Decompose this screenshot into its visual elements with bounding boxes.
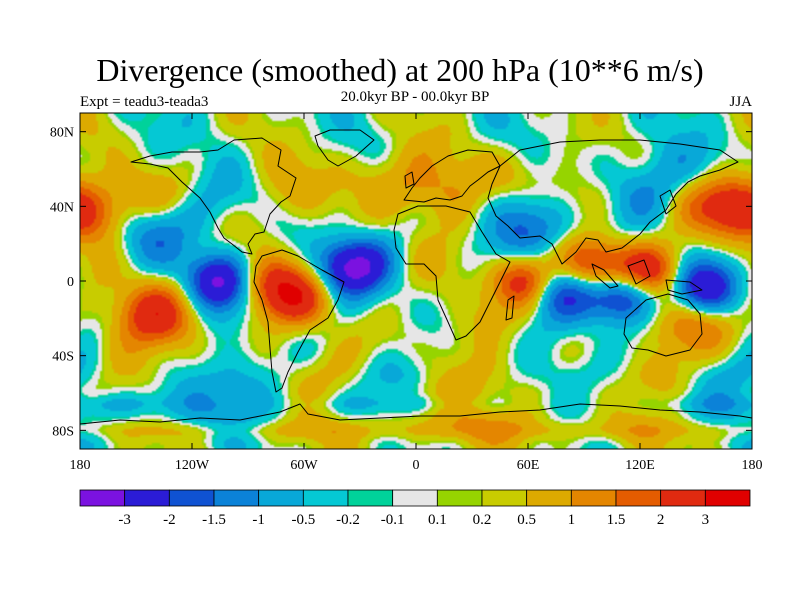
colorbar-swatch (168, 489, 215, 507)
colorbar-swatch (124, 489, 170, 507)
colorbar-label: -1.5 (202, 512, 226, 528)
colorbar-swatch (258, 489, 304, 507)
colorbar-label: -1 (252, 512, 265, 528)
y-tick-label: 80N (50, 126, 74, 141)
colorbar-label: 0.2 (473, 512, 492, 528)
x-axis: 180 120W 60W 0 60E 120E 180 (70, 113, 763, 473)
y-tick-label: 40S (52, 350, 74, 365)
coast-antarctica (80, 403, 752, 425)
colorbar-swatch (660, 489, 706, 507)
coast-north-america (130, 137, 297, 255)
coast-new-guinea (665, 279, 703, 295)
coast-australia (623, 293, 703, 357)
y-tick-label: 80S (52, 424, 74, 439)
colorbar-label: 0.1 (428, 512, 447, 528)
colorbar-label: 0.5 (517, 512, 536, 528)
x-tick-label: 180 (742, 458, 763, 473)
y-axis: 80N 40N 0 40S 80S (50, 126, 752, 439)
colorbar-label: 2 (657, 512, 665, 528)
colorbar-swatch (347, 489, 394, 507)
coast-sumatra (591, 263, 619, 289)
colorbar-label: -3 (118, 512, 131, 528)
colorbar-swatch (392, 489, 438, 507)
colorbar-label: 3 (702, 512, 710, 528)
colorbar-label: -0.2 (336, 512, 360, 528)
colorbar-swatch (302, 489, 349, 507)
coast-britain (404, 171, 415, 189)
colorbar-swatch (704, 489, 751, 507)
period-label: 20.0kyr BP - 00.0kyr BP (340, 89, 490, 105)
colorbar-swatch (526, 489, 572, 507)
x-tick-label: 60W (290, 458, 318, 473)
colorbar-swatch (436, 489, 483, 507)
x-tick-label: 0 (413, 458, 420, 473)
experiment-label: Expt = teadu3-teada3 (80, 94, 209, 110)
colorbar-swatch (79, 489, 126, 507)
coast-asia (487, 139, 739, 265)
colorbar-swatch (213, 489, 260, 507)
colorbar-swatch (615, 489, 662, 507)
coast-greenland (314, 129, 375, 167)
x-tick-label: 120W (175, 458, 210, 473)
colorbar-label: 1.5 (607, 512, 626, 528)
coast-madagascar (505, 295, 515, 321)
colorbar-label: -2 (163, 512, 176, 528)
colorbar-swatch (570, 489, 617, 507)
y-tick-label: 0 (67, 275, 74, 290)
coast-south-america (253, 249, 345, 393)
season-label: JJA (729, 94, 752, 110)
y-tick-label: 40N (50, 200, 74, 215)
x-tick-label: 180 (70, 458, 91, 473)
x-tick-label: 120E (625, 458, 655, 473)
divergence-field (80, 113, 752, 449)
coast-borneo (627, 259, 651, 285)
x-tick-label: 60E (517, 458, 540, 473)
coastlines (80, 129, 752, 425)
figure-title: Divergence (smoothed) at 200 hPa (10**6 … (96, 52, 704, 88)
colorbar-label: -0.1 (381, 512, 405, 528)
coast-africa (393, 205, 511, 341)
colorbar-label: 1 (568, 512, 576, 528)
map-area (80, 113, 752, 449)
colorbar-label: -0.5 (291, 512, 315, 528)
coast-japan (659, 189, 677, 215)
coast-europe (403, 149, 501, 203)
colorbar: -3 -2 -1.5 -1 -0.5 -0.2 -0.1 0.1 0.2 0.5 1 1.5 2 3 (79, 489, 751, 528)
colorbar-swatch (481, 489, 528, 507)
